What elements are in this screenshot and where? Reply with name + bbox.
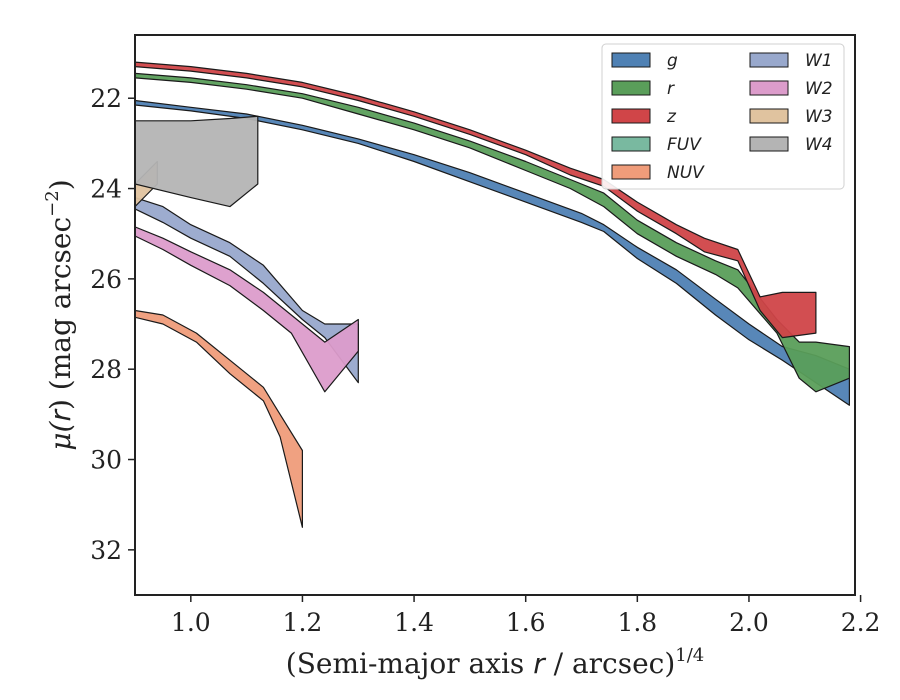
y-axis-title: μ(r) (mag arcsec−2) bbox=[42, 179, 77, 450]
x-axis-title: (Semi-major axis r / arcsec)1/4 bbox=[286, 645, 704, 680]
y-axis-title-close: ) bbox=[44, 179, 77, 190]
legend-label-g: g bbox=[667, 51, 678, 71]
legend-label-r: r bbox=[667, 79, 675, 99]
x-tick-label: 1.2 bbox=[283, 608, 323, 637]
y-tick-label: 30 bbox=[90, 446, 122, 475]
x-tick-label: 2.2 bbox=[841, 608, 881, 637]
legend-label-w3: W3 bbox=[805, 107, 833, 127]
legend-swatch-g bbox=[611, 52, 651, 68]
legend-swatch-z bbox=[611, 108, 651, 124]
x-tick-label: 1.8 bbox=[617, 608, 657, 637]
x-axis-title-var: r bbox=[533, 647, 546, 680]
legend-swatch-nuv bbox=[611, 164, 651, 180]
legend-swatch-fuv bbox=[611, 136, 651, 152]
x-axis: 1.0 1.2 1.4 1.6 1.8 2.0 2.2 bbox=[171, 595, 881, 637]
y-axis-title-var: r bbox=[44, 409, 77, 422]
x-tick-label: 2.0 bbox=[729, 608, 769, 637]
y-axis: 22 24 26 28 30 32 bbox=[90, 84, 135, 565]
x-axis-title-main: (Semi-major axis bbox=[286, 647, 533, 680]
legend-swatch-w1 bbox=[749, 52, 789, 68]
y-tick-label: 26 bbox=[90, 265, 122, 294]
bands-layer bbox=[135, 61, 851, 528]
band-r bbox=[135, 72, 851, 393]
legend-label-w2: W2 bbox=[805, 79, 833, 99]
band-w2 bbox=[135, 226, 359, 393]
legend-swatch-w4 bbox=[749, 136, 789, 152]
legend-label-nuv: NUV bbox=[667, 163, 705, 183]
y-axis-title-exp: −2 bbox=[42, 190, 63, 217]
legend-box bbox=[601, 43, 845, 190]
band-nuv bbox=[135, 309, 303, 528]
x-axis-title-tail: / arcsec) bbox=[545, 647, 676, 680]
legend-swatch-w3 bbox=[749, 108, 789, 124]
y-tick-label: 24 bbox=[90, 175, 122, 204]
band-g bbox=[135, 99, 851, 406]
legend-label-z: z bbox=[666, 107, 677, 127]
y-tick-label: 28 bbox=[90, 355, 122, 384]
legend-swatch-w2 bbox=[749, 80, 789, 96]
band-z bbox=[135, 61, 817, 339]
y-axis-title-tail: ) (mag arcsec bbox=[44, 217, 77, 410]
y-axis-title-mu: μ( bbox=[44, 420, 77, 450]
plot-frame bbox=[134, 34, 856, 596]
band-w1 bbox=[135, 197, 359, 384]
legend-label-w4: W4 bbox=[805, 135, 833, 155]
legend-swatch-r bbox=[611, 80, 651, 96]
x-tick-label: 1.0 bbox=[171, 608, 211, 637]
x-tick-label: 1.6 bbox=[506, 608, 546, 637]
x-tick-label: 1.4 bbox=[394, 608, 434, 637]
legend-label-fuv: FUV bbox=[667, 135, 702, 155]
x-axis-title-exp: 1/4 bbox=[675, 645, 704, 666]
legend: grz FUV NUV W1 W2 W3 W4 bbox=[601, 43, 845, 190]
legend-label-w1: W1 bbox=[805, 51, 833, 71]
y-tick-label: 32 bbox=[90, 536, 122, 565]
y-tick-label: 22 bbox=[90, 84, 122, 113]
band-w4 bbox=[135, 115, 259, 208]
